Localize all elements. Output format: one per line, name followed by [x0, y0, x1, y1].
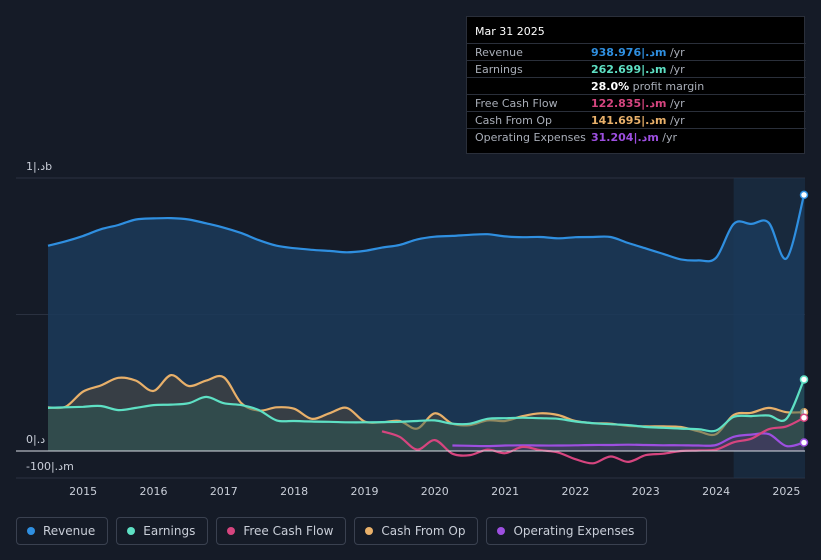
tooltip-value: 141.695|.دm — [591, 114, 667, 127]
x-tick-label: 2015 — [69, 485, 97, 498]
x-tick-label: 2023 — [632, 485, 660, 498]
tooltip-label: Revenue — [475, 46, 523, 59]
tooltip-label: Earnings — [475, 63, 523, 76]
tooltip-row-opex: Operating Expenses 31.204|.دm /yr — [467, 128, 806, 145]
tooltip-value: 31.204|.دm — [591, 131, 659, 144]
x-tick-label: 2018 — [280, 485, 308, 498]
tooltip-value: 122.835|.دm — [591, 97, 667, 110]
y-tick-label-bottom: -100|.دm — [26, 460, 74, 473]
tooltip-label: Operating Expenses — [475, 131, 586, 144]
tooltip-unit: /yr — [669, 97, 685, 110]
x-tick-label: 2024 — [702, 485, 730, 498]
legend-item-revenue[interactable]: Revenue — [16, 517, 109, 545]
series-endpoint-operating-expenses — [799, 438, 809, 447]
legend-dot-icon — [365, 527, 374, 535]
legend-dot-icon — [27, 527, 35, 535]
y-tick-label-top: 1|.دb — [26, 160, 53, 173]
tooltip-row-earnings: Earnings 262.699|.دm /yr — [467, 60, 806, 77]
legend-label: Earnings — [143, 524, 196, 538]
x-tick-label: 2025 — [772, 485, 800, 498]
tooltip-row-revenue: Revenue 938.976|.دm /yr — [467, 43, 806, 60]
legend-item-earnings[interactable]: Earnings — [116, 517, 209, 545]
series-line-operating-expenses — [452, 432, 805, 448]
legend-dot-icon — [497, 527, 506, 535]
tooltip-row-fcf: Free Cash Flow 122.835|.دm /yr — [467, 94, 806, 111]
tooltip-value: 262.699|.دm — [591, 63, 667, 76]
tooltip-row-margin: 28.0% profit margin — [467, 77, 806, 94]
tooltip-unit: /yr — [669, 46, 685, 59]
x-tick-label: 2021 — [491, 485, 519, 498]
series-endpoint-revenue — [799, 190, 809, 200]
series-line-revenue — [47, 194, 806, 263]
tooltip-unit: /yr — [662, 131, 678, 144]
legend-label: Revenue — [43, 524, 96, 538]
series-area-revenue — [48, 194, 804, 451]
legend-item-cash-from-op[interactable]: Cash From Op — [354, 517, 479, 545]
series-line-free-cash-flow — [381, 416, 805, 465]
legend-dot-icon — [227, 527, 236, 535]
y-tick-label-zero: 0|.د — [26, 433, 46, 446]
tooltip-panel: Mar 31 2025 Revenue 938.976|.دm /yr Earn… — [466, 16, 806, 154]
x-tick-label: 2017 — [210, 485, 238, 498]
series-area-cash-from-op — [48, 375, 804, 451]
x-tick-label: 2020 — [421, 485, 449, 498]
legend-label: Operating Expenses — [513, 524, 635, 538]
tooltip-value: 28.0% — [591, 80, 630, 93]
series-area-earnings — [48, 379, 804, 451]
series-endpoint-earnings — [799, 375, 809, 384]
tooltip-date: Mar 31 2025 — [475, 25, 545, 38]
tooltip-label: Cash From Op — [475, 114, 553, 127]
legend-dot-icon — [127, 527, 136, 535]
x-tick-label: 2016 — [139, 485, 167, 498]
tooltip-unit: profit margin — [632, 80, 705, 93]
tooltip-row-cfo: Cash From Op 141.695|.دm /yr — [467, 111, 806, 128]
tooltip-value: 938.976|.دm — [591, 46, 667, 59]
legend-item-operating-expenses[interactable]: Operating Expenses — [486, 517, 648, 545]
legend: Revenue Earnings Free Cash Flow Cash Fro… — [16, 517, 648, 545]
tooltip-unit: /yr — [669, 114, 685, 127]
legend-item-free-cash-flow[interactable]: Free Cash Flow — [216, 517, 347, 545]
x-tick-label: 2019 — [350, 485, 378, 498]
tooltip-label: Free Cash Flow — [475, 97, 558, 110]
x-tick-label: 2022 — [561, 485, 589, 498]
legend-label: Free Cash Flow — [243, 524, 334, 538]
series-endpoint-free-cash-flow — [799, 413, 809, 422]
legend-label: Cash From Op — [381, 524, 466, 538]
series-line-earnings — [47, 379, 806, 433]
tooltip-unit: /yr — [669, 63, 685, 76]
